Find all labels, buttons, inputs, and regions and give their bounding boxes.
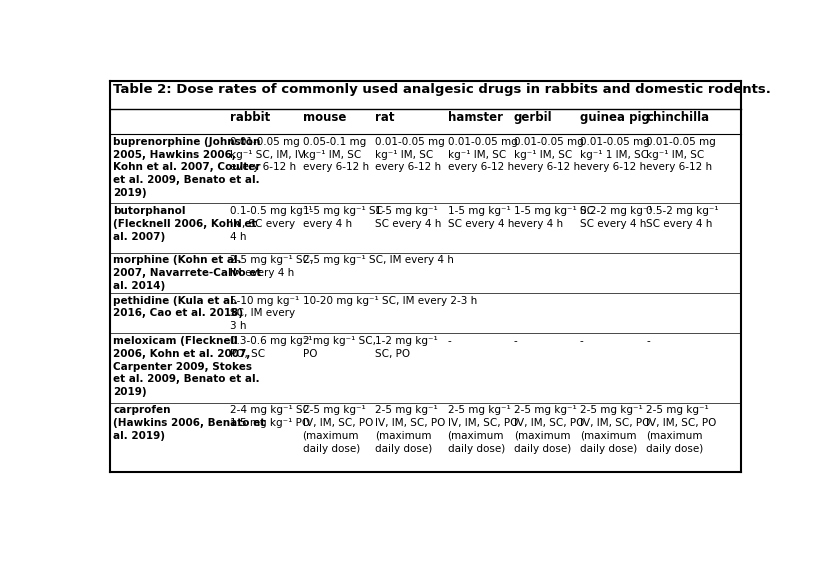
- Text: mouse: mouse: [302, 111, 346, 124]
- Text: rabbit: rabbit: [230, 111, 271, 124]
- Text: buprenorphine (Johnston
2005, Hawkins 2006,
Kohn et al. 2007, Coulter
et al. 200: buprenorphine (Johnston 2005, Hawkins 20…: [114, 137, 261, 198]
- Text: rat: rat: [375, 111, 394, 124]
- Text: morphine (Kohn et al.
2007, Navarrete-Calvo et
al. 2014): morphine (Kohn et al. 2007, Navarrete-Ca…: [114, 256, 261, 291]
- Text: 0.01-0.05 mg
kg⁻¹ IM, SC
every 6-12 h: 0.01-0.05 mg kg⁻¹ IM, SC every 6-12 h: [375, 137, 445, 173]
- Text: 0.01-0.05 mg
kg⁻¹ IM, SC
every 6-12 h: 0.01-0.05 mg kg⁻¹ IM, SC every 6-12 h: [514, 137, 583, 173]
- Text: 2-5 mg kg⁻¹
IV, IM, SC, PO
(maximum
daily dose): 2-5 mg kg⁻¹ IV, IM, SC, PO (maximum dail…: [447, 406, 518, 454]
- Text: 2-5 mg kg⁻¹
IV, IM, SC, PO
(maximum
daily dose): 2-5 mg kg⁻¹ IV, IM, SC, PO (maximum dail…: [375, 406, 446, 454]
- Text: 1-5 mg kg⁻¹ SC
every 4 h: 1-5 mg kg⁻¹ SC every 4 h: [302, 206, 383, 229]
- Text: -: -: [514, 336, 517, 346]
- Text: gerbil: gerbil: [514, 111, 552, 124]
- Text: -: -: [447, 336, 452, 346]
- Text: 2-5 mg kg⁻¹
IV, IM, SC, PO
(maximum
daily dose): 2-5 mg kg⁻¹ IV, IM, SC, PO (maximum dail…: [302, 406, 373, 454]
- Text: 2 mg kg⁻¹ SC,
PO: 2 mg kg⁻¹ SC, PO: [302, 336, 375, 358]
- Text: -: -: [580, 336, 583, 346]
- Text: 2-4 mg kg⁻¹ SC
1.5 mg kg⁻¹ PO: 2-4 mg kg⁻¹ SC 1.5 mg kg⁻¹ PO: [230, 406, 310, 428]
- Text: 2-5 mg kg⁻¹ SC,
IM every 4 h: 2-5 mg kg⁻¹ SC, IM every 4 h: [230, 256, 314, 278]
- Text: 0.05-0.1 mg
kg⁻¹ IM, SC
every 6-12 h: 0.05-0.1 mg kg⁻¹ IM, SC every 6-12 h: [302, 137, 369, 173]
- Text: 1-5 mg kg⁻¹
SC every 4 h: 1-5 mg kg⁻¹ SC every 4 h: [447, 206, 514, 229]
- Text: 0.01-0.05 mg
kg⁻¹ IM, SC
every 6-12 h: 0.01-0.05 mg kg⁻¹ IM, SC every 6-12 h: [646, 137, 715, 173]
- Text: 10-20 mg kg⁻¹ SC, IM every 2-3 h: 10-20 mg kg⁻¹ SC, IM every 2-3 h: [302, 296, 476, 306]
- Text: 0.01-0.05 mg
kg⁻¹ IM, SC
every 6-12 h: 0.01-0.05 mg kg⁻¹ IM, SC every 6-12 h: [447, 137, 517, 173]
- Text: 0.01-0.05 mg
kg⁻¹ 1 IM, SC
every 6-12 h: 0.01-0.05 mg kg⁻¹ 1 IM, SC every 6-12 h: [580, 137, 650, 173]
- Text: 0.3-0.6 mg kg⁻¹
PO, SC: 0.3-0.6 mg kg⁻¹ PO, SC: [230, 336, 313, 358]
- Text: 0.2-2 mg kg⁻¹
SC every 4 h: 0.2-2 mg kg⁻¹ SC every 4 h: [580, 206, 652, 229]
- Text: 1-5 mg kg⁻¹
SC every 4 h: 1-5 mg kg⁻¹ SC every 4 h: [375, 206, 442, 229]
- Text: 5-10 mg kg⁻¹
SC, IM every
3 h: 5-10 mg kg⁻¹ SC, IM every 3 h: [230, 296, 300, 331]
- Text: -: -: [646, 336, 650, 346]
- Text: butorphanol
(Flecknell 2006, Kohn et
al. 2007): butorphanol (Flecknell 2006, Kohn et al.…: [114, 206, 257, 242]
- Text: 2-5 mg kg⁻¹
IV, IM, SC, PO
(maximum
daily dose): 2-5 mg kg⁻¹ IV, IM, SC, PO (maximum dail…: [580, 406, 650, 454]
- Text: 1-5 mg kg⁻¹ SC
every 4 h: 1-5 mg kg⁻¹ SC every 4 h: [514, 206, 593, 229]
- Text: 2-5 mg kg⁻¹
IV, IM, SC, PO
(maximum
daily dose): 2-5 mg kg⁻¹ IV, IM, SC, PO (maximum dail…: [646, 406, 716, 454]
- Text: 2-5 mg kg⁻¹
IV, IM, SC, PO
(maximum
daily dose): 2-5 mg kg⁻¹ IV, IM, SC, PO (maximum dail…: [514, 406, 584, 454]
- Text: 1-2 mg kg⁻¹
SC, PO: 1-2 mg kg⁻¹ SC, PO: [375, 336, 437, 358]
- Text: chinchilla: chinchilla: [646, 111, 709, 124]
- Text: 0.5-2 mg kg⁻¹
SC every 4 h: 0.5-2 mg kg⁻¹ SC every 4 h: [646, 206, 719, 229]
- Text: hamster: hamster: [447, 111, 502, 124]
- Text: 2-5 mg kg⁻¹ SC, IM every 4 h: 2-5 mg kg⁻¹ SC, IM every 4 h: [302, 256, 453, 266]
- Text: 0.1-0.5 mg kg⁻¹
IM, SC every
4 h: 0.1-0.5 mg kg⁻¹ IM, SC every 4 h: [230, 206, 313, 242]
- Text: meloxicam (Flecknell
2006, Kohn et al. 2007,
Carpenter 2009, Stokes
et al. 2009,: meloxicam (Flecknell 2006, Kohn et al. 2…: [114, 336, 260, 397]
- Text: pethidine (Kula et al.
2016, Cao et al. 2018): pethidine (Kula et al. 2016, Cao et al. …: [114, 296, 243, 318]
- Text: Table 2: Dose rates of commonly used analgesic drugs in rabbits and domestic rod: Table 2: Dose rates of commonly used ana…: [114, 83, 771, 96]
- Text: 0.01-0.05 mg
kg⁻¹ SC, IM, IV
every 6-12 h: 0.01-0.05 mg kg⁻¹ SC, IM, IV every 6-12 …: [230, 137, 305, 173]
- Text: carprofen
(Hawkins 2006, Benato et
al. 2019): carprofen (Hawkins 2006, Benato et al. 2…: [114, 406, 266, 441]
- Text: guinea pig: guinea pig: [580, 111, 650, 124]
